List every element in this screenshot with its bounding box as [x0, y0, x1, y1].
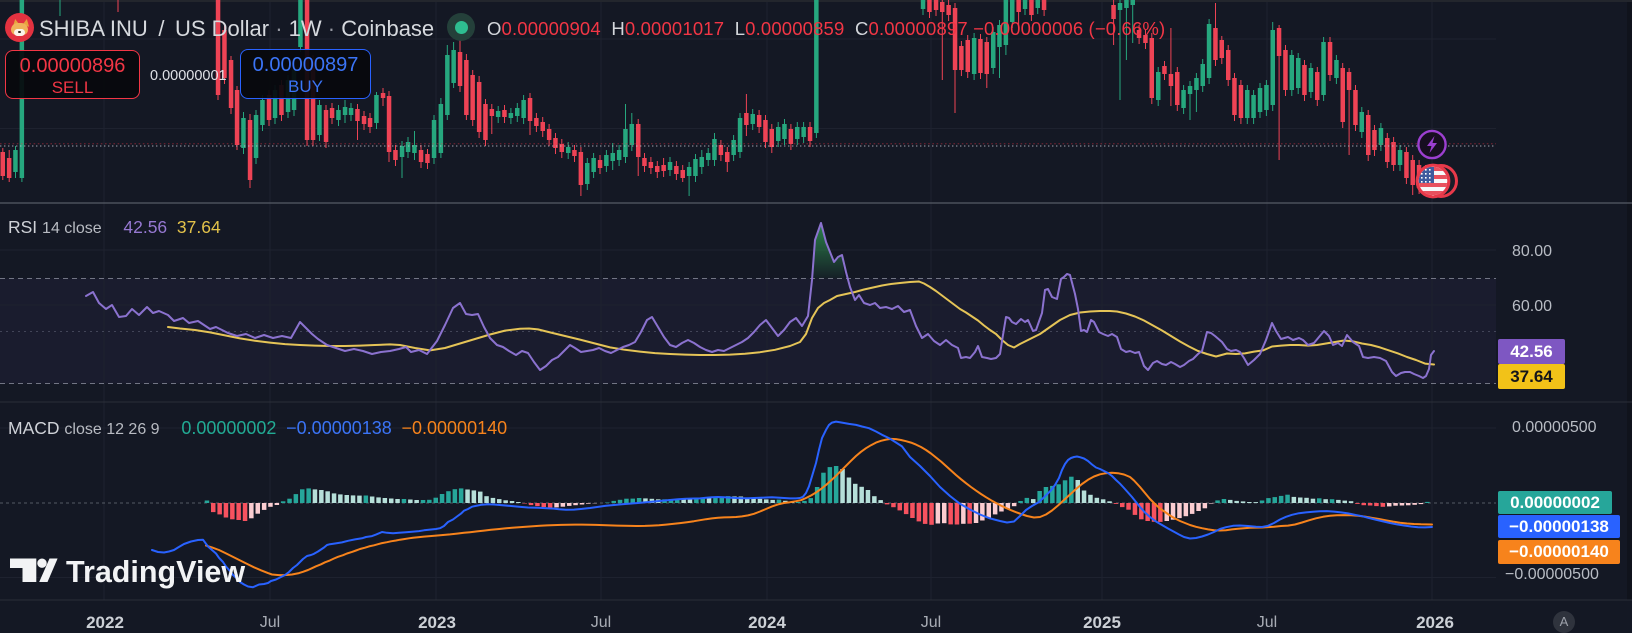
svg-text:TradingView: TradingView — [66, 555, 245, 589]
